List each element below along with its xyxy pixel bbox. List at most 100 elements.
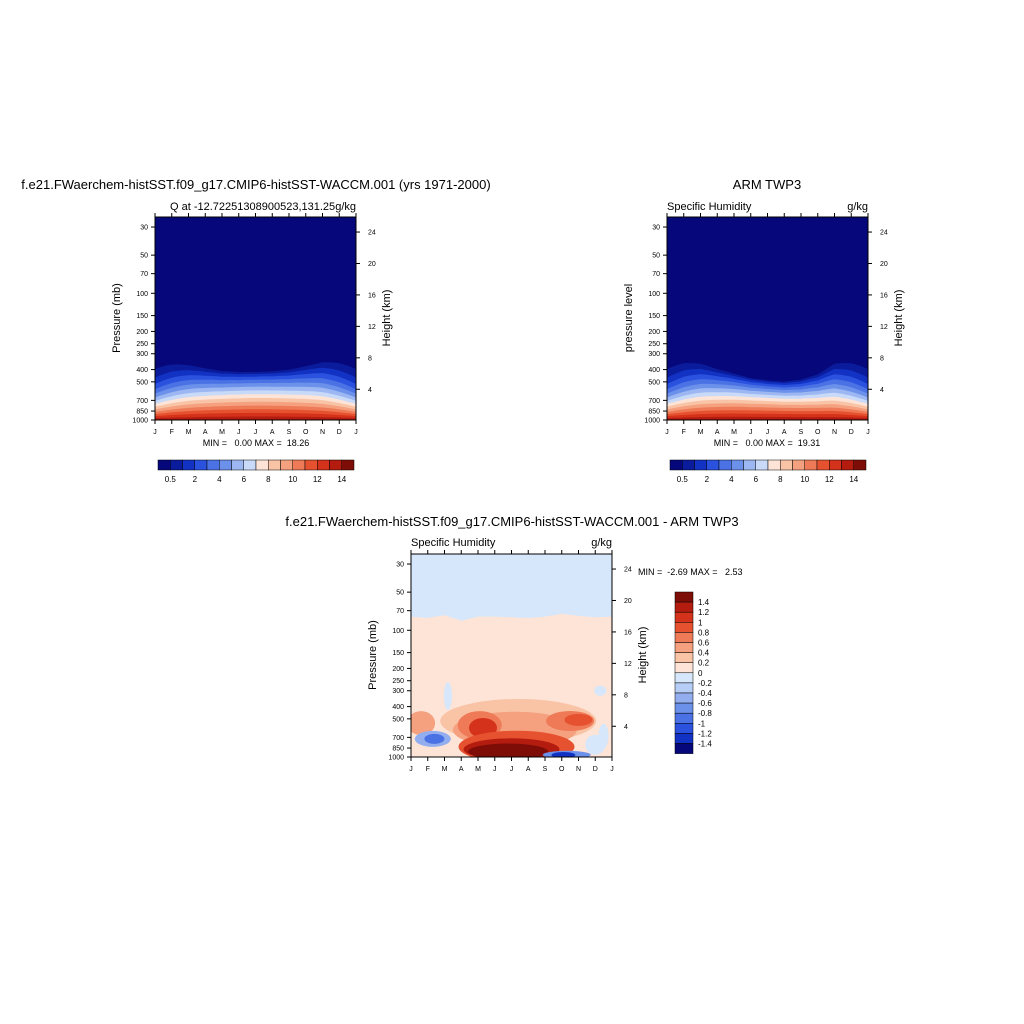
colorbar-swatch: [674, 591, 694, 603]
diff-neg-oct-core: [551, 752, 576, 757]
x-tick-label: N: [576, 766, 581, 773]
height-tick-label: 8: [880, 355, 884, 362]
x-tick-label: O: [303, 429, 309, 436]
height-tick-label: 4: [368, 387, 372, 394]
panel1-title: f.e21.FWaerchem-histSST.f09_g17.CMIP6-hi…: [21, 177, 490, 192]
colorbar-swatch: [674, 601, 694, 613]
y-tick-label: 150: [648, 313, 660, 320]
colorbar-swatch: [231, 459, 244, 471]
height-tick-label: 24: [880, 230, 888, 237]
y-tick-label: 400: [648, 367, 660, 374]
height-tick-label: 24: [368, 230, 376, 237]
y-tick-label: 200: [136, 329, 148, 336]
x-tick-label: S: [799, 429, 804, 436]
panel3-ylabel-right: Height (km): [637, 627, 649, 684]
y-tick-label: 1000: [644, 418, 660, 425]
panel2-minmax: MIN = 0.00 MAX = 19.31: [714, 438, 821, 448]
panel3-title: f.e21.FWaerchem-histSST.f09_g17.CMIP6-hi…: [285, 514, 738, 529]
colorbar-label: -1.2: [698, 729, 712, 738]
diff-pos-low-core: [468, 743, 549, 757]
diff-patch-neg-a: [443, 682, 452, 710]
colorbar-swatch: [669, 459, 683, 471]
height-tick-label: 4: [624, 724, 628, 731]
colorbar-swatch: [816, 459, 830, 471]
x-tick-label: J: [354, 429, 358, 436]
x-tick-label: J: [665, 429, 669, 436]
colorbar-swatch: [829, 459, 842, 471]
height-tick-label: 12: [368, 324, 376, 331]
height-tick-label: 20: [368, 261, 376, 268]
panel3-subtitle-right: g/kg: [591, 537, 612, 549]
colorbar-swatch: [674, 642, 694, 653]
y-tick-label: 850: [648, 409, 660, 416]
y-tick-label: 30: [140, 225, 148, 232]
colorbar-swatch: [780, 459, 793, 471]
x-tick-label: M: [731, 429, 737, 436]
colorbar-swatch: [674, 723, 694, 734]
diff-upper-negative: [411, 554, 612, 621]
diff-neg-dec: [585, 734, 606, 755]
x-tick-label: J: [766, 429, 770, 436]
y-tick-label: 100: [392, 628, 404, 635]
x-tick-label: M: [698, 429, 704, 436]
diff-pos-left: [411, 711, 436, 736]
colorbar-swatch: [755, 459, 769, 471]
colorbar-swatch: [157, 459, 171, 471]
contour-level-14: [155, 416, 356, 420]
colorbar-label: 12: [313, 475, 322, 484]
colorbar-panel2: 0.5 2 4 6 8 10 12 14: [669, 459, 867, 484]
colorbar-swatch: [674, 733, 694, 744]
colorbar-label: 0.2: [698, 659, 710, 668]
y-tick-label: 1000: [388, 755, 404, 762]
y-tick-label: 250: [648, 341, 660, 348]
panel2-subtitle-right: g/kg: [847, 201, 868, 213]
y-tick-label: 1000: [132, 418, 148, 425]
colorbar-swatch: [255, 459, 269, 471]
height-tick-label: 8: [368, 355, 372, 362]
x-tick-label: M: [475, 766, 481, 773]
colorbar-swatch: [853, 459, 867, 471]
colorbar-label: 12: [825, 475, 834, 484]
colorbar-swatch: [718, 459, 732, 471]
panel3-ylabel-left: Pressure (mb): [367, 620, 379, 690]
height-tick-label: 12: [624, 661, 632, 668]
y-tick-label: 300: [136, 351, 148, 358]
panel1-ylabel-right: Height (km): [381, 290, 393, 347]
colorbar-swatch: [674, 622, 694, 633]
colorbar-swatch: [182, 459, 195, 471]
x-tick-label: J: [237, 429, 241, 436]
x-tick-label: J: [749, 429, 753, 436]
colorbar-label: 4: [729, 475, 734, 484]
colorbar-label: -0.6: [698, 699, 712, 708]
colorbar-swatch: [674, 611, 694, 623]
colorbar-swatch: [243, 459, 257, 471]
colorbar-label: 2: [193, 475, 198, 484]
colorbar-label: 1.2: [698, 608, 710, 617]
colorbar-swatch: [674, 662, 694, 674]
height-tick-label: 4: [880, 387, 884, 394]
colorbar-swatch: [694, 459, 707, 471]
x-tick-label: O: [815, 429, 821, 436]
colorbar-panel1: 0.5 2 4 6 8 10 12 14: [157, 459, 355, 484]
colorbar-swatch: [292, 459, 306, 471]
height-tick-label: 16: [368, 292, 376, 299]
panel3-subtitle-left: Specific Humidity: [411, 537, 496, 549]
y-tick-label: 700: [136, 398, 148, 405]
x-tick-label: A: [203, 429, 208, 436]
x-tick-label: O: [559, 766, 565, 773]
panel1-subtitle-left: Q at -12.72251308900523,131.25: [170, 201, 335, 213]
panel3-minmax: MIN = -2.69 MAX = 2.53: [638, 567, 743, 577]
panel3-contour-plot: [411, 554, 612, 757]
y-tick-label: 70: [396, 608, 404, 615]
x-tick-label: J: [409, 766, 413, 773]
panel2-ylabel-left: pressure level: [623, 284, 635, 352]
x-tick-label: S: [287, 429, 292, 436]
x-tick-label: A: [526, 766, 531, 773]
x-tick-label: M: [442, 766, 448, 773]
diff-pos-right-core: [564, 713, 593, 726]
y-tick-label: 700: [392, 735, 404, 742]
colorbar-label: 1: [698, 618, 703, 627]
height-tick-label: 20: [880, 261, 888, 268]
colorbar-panel3: 1.41.210.80.60.40.20-0.2-0.4-0.6-0.8-1-1…: [674, 591, 712, 754]
colorbar-label: 0.5: [165, 475, 177, 484]
